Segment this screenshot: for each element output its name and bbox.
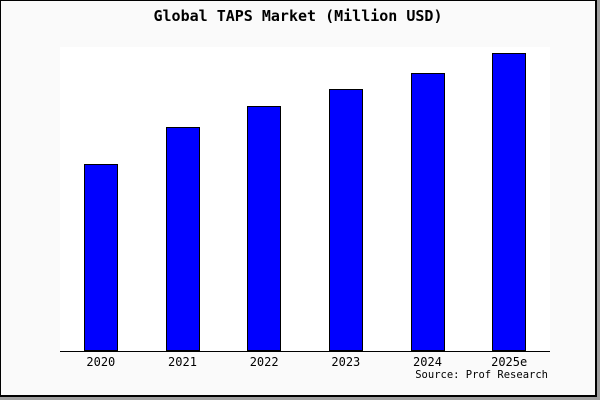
bar-2024 — [411, 73, 445, 351]
bar-2021 — [166, 127, 200, 351]
x-tick-label-2023: 2023 — [331, 355, 361, 369]
x-tick-label-2025e: 2025e — [491, 355, 528, 369]
plot-area — [60, 47, 550, 352]
x-tick-label-2021: 2021 — [168, 355, 197, 369]
x-tick-label-2020: 2020 — [86, 355, 116, 369]
bar-2025e — [492, 53, 526, 351]
source-note: Source: Prof Research — [415, 369, 548, 381]
chart-title: Global TAPS Market (Million USD) — [153, 7, 443, 25]
bar-2022 — [247, 106, 281, 351]
x-tick-label-2024: 2024 — [413, 355, 442, 369]
bar-2023 — [329, 89, 363, 351]
x-tick-label-2022: 2022 — [249, 355, 279, 369]
bar-2020 — [84, 164, 118, 351]
x-axis-labels: 2020 2021 2022 2023 2024 2025e — [60, 355, 550, 371]
